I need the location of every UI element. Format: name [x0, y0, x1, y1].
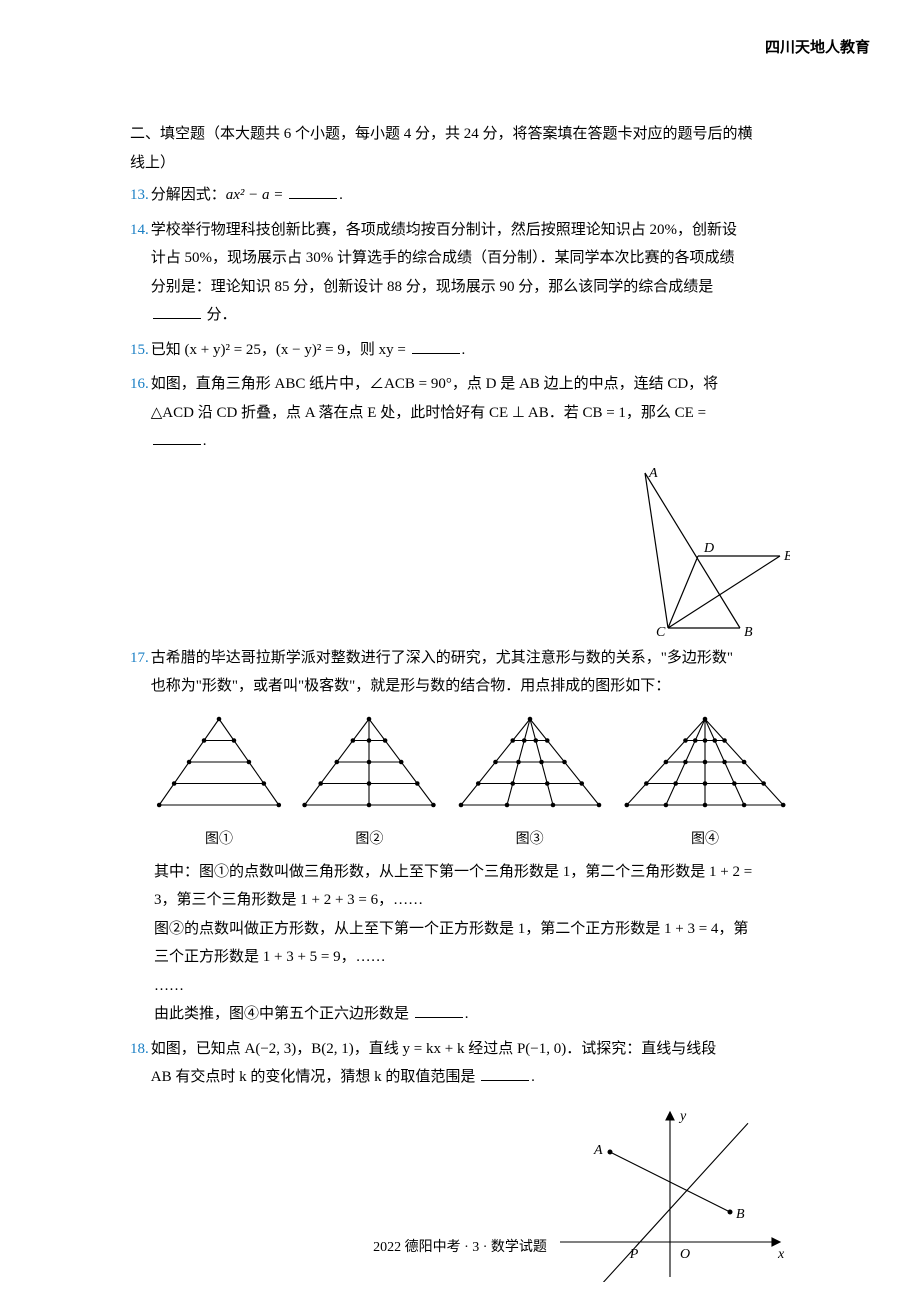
q15-blank[interactable] [412, 338, 460, 354]
q17-body-2: 3，第三个三角形数是 1 + 2 + 3 = 6，…… [154, 892, 423, 908]
q17-body-3: 图②的点数叫做正方形数，从上至下第一个正方形数是 1，第二个正方形数是 1 + … [154, 921, 748, 937]
q16-blank[interactable] [153, 429, 201, 445]
svg-text:B: B [744, 625, 753, 638]
q17-body-6b: . [465, 1006, 469, 1022]
q17-body-1: 其中：图①的点数叫做三角形数，从上至下第一个三角形数是 1，第二个三角形数是 1… [154, 864, 752, 880]
question-13: 13. 分解因式：ax² − a = . [130, 181, 790, 210]
q13-blank[interactable] [289, 183, 337, 199]
svg-text:A: A [593, 1143, 603, 1158]
q17-body-4: 三个正方形数是 1 + 3 + 5 = 9，…… [154, 949, 386, 965]
q17-fig3-col: 图③ [455, 713, 605, 854]
q17-line1: 古希腊的毕达哥拉斯学派对整数进行了深入的研究，尤其注意形与数的关系，"多边形数" [151, 650, 733, 666]
q17-fig1-label: 图① [154, 827, 284, 854]
q18-line2b: . [531, 1069, 535, 1085]
svg-text:B: B [736, 1207, 745, 1222]
q13-period: . [339, 187, 343, 203]
q17-body-6a: 由此类推，图④中第五个正六边形数是 [154, 1006, 409, 1022]
q13-number: 13. [130, 181, 149, 210]
q17-fig4-label: 图④ [620, 827, 790, 854]
q17-line2: 也称为"形数"，或者叫"极客数"，就是形与数的结合物．用点排成的图形如下： [151, 678, 671, 694]
section-ii-title: 二、填空题（本大题共 6 个小题，每小题 4 分，共 24 分，将答案填在答题卡… [130, 120, 790, 177]
svg-text:A: A [648, 468, 658, 481]
question-16: 16. 如图，直角三角形 ABC 纸片中，∠ACB = 90°，点 D 是 AB… [130, 370, 790, 456]
svg-text:y: y [678, 1109, 687, 1124]
svg-text:E: E [783, 549, 790, 564]
q17-body: 其中：图①的点数叫做三角形数，从上至下第一个三角形数是 1，第二个三角形数是 1… [154, 858, 790, 1029]
q18-number: 18. [130, 1035, 149, 1092]
figure-poly-4 [620, 713, 790, 813]
q18-text: 如图，已知点 A(−2, 3)，B(2, 1)，直线 y = kx + k 经过… [151, 1035, 790, 1092]
q13-text: 分解因式：ax² − a = . [151, 181, 790, 210]
q14-line2: 计占 50%，现场展示占 30% 计算选手的综合成绩（百分制）．某同学本次比赛的… [151, 250, 735, 266]
figure-poly-3 [455, 713, 605, 813]
q18-blank[interactable] [481, 1065, 529, 1081]
question-17: 17. 古希腊的毕达哥拉斯学派对整数进行了深入的研究，尤其注意形与数的关系，"多… [130, 644, 790, 701]
q15-text-a: 已知 (x + y)² = 25，(x − y)² = 9，则 xy = [151, 342, 406, 358]
q15-text: 已知 (x + y)² = 25，(x − y)² = 9，则 xy = . [151, 336, 790, 365]
q14-line3: 分别是：理论知识 85 分，创新设计 88 分，现场展示 90 分，那么该同学的… [151, 279, 714, 295]
page-content: 二、填空题（本大题共 6 个小题，每小题 4 分，共 24 分，将答案填在答题卡… [130, 120, 790, 1282]
figure-poly-2 [299, 713, 439, 813]
q16-period: . [203, 433, 207, 449]
q17-blank[interactable] [415, 1002, 463, 1018]
q14-suffix: 分． [207, 307, 237, 323]
q17-fig2-label: 图② [299, 827, 439, 854]
q17-number: 17. [130, 644, 149, 701]
q17-intro: 古希腊的毕达哥拉斯学派对整数进行了深入的研究，尤其注意形与数的关系，"多边形数"… [151, 644, 790, 701]
q14-number: 14. [130, 216, 149, 330]
q14-text: 学校举行物理科技创新比赛，各项成绩均按百分制计，然后按照理论知识占 20%，创新… [151, 216, 790, 330]
svg-text:C: C [656, 625, 666, 638]
q17-fig3-label: 图③ [455, 827, 605, 854]
q15-period: . [462, 342, 466, 358]
q18-line2a: AB 有交点时 k 的变化情况，猜想 k 的取值范围是 [151, 1069, 476, 1085]
section-title-line2: 线上） [130, 155, 175, 171]
q17-body-5: …… [154, 978, 184, 994]
section-title-line1: 二、填空题（本大题共 6 个小题，每小题 4 分，共 24 分，将答案填在答题卡… [130, 126, 753, 142]
question-15: 15. 已知 (x + y)² = 25，(x − y)² = 9，则 xy =… [130, 336, 790, 365]
q17-fig4-col: 图④ [620, 713, 790, 854]
figure-poly-1 [154, 713, 284, 813]
q16-number: 16. [130, 370, 149, 456]
q15-number: 15. [130, 336, 149, 365]
q17-fig1-col: 图① [154, 713, 284, 854]
q17-fig2-col: 图② [299, 713, 439, 854]
page-footer: 2022 德阳中考 · 3 · 数学试题 [0, 1236, 920, 1256]
figure-q16: A B C D E [630, 468, 790, 638]
q13-text-a: 分解因式： [151, 187, 226, 203]
q16-line2: △ACD 沿 CD 折叠，点 A 落在点 E 处，此时恰好有 CE ⊥ AB．若… [151, 405, 706, 421]
q17-figures-row: 图① 图② 图③ 图④ [154, 713, 790, 854]
question-18: 18. 如图，已知点 A(−2, 3)，B(2, 1)，直线 y = kx + … [130, 1035, 790, 1092]
svg-text:D: D [703, 541, 714, 556]
header-brand: 四川天地人教育 [765, 36, 870, 57]
q13-expr: ax² − a = [226, 187, 284, 203]
q16-line1: 如图，直角三角形 ABC 纸片中，∠ACB = 90°，点 D 是 AB 边上的… [151, 376, 718, 392]
q14-blank[interactable] [153, 303, 201, 319]
question-14: 14. 学校举行物理科技创新比赛，各项成绩均按百分制计，然后按照理论知识占 20… [130, 216, 790, 330]
q18-line1: 如图，已知点 A(−2, 3)，B(2, 1)，直线 y = kx + k 经过… [151, 1041, 717, 1057]
q14-line1: 学校举行物理科技创新比赛，各项成绩均按百分制计，然后按照理论知识占 20%，创新… [151, 222, 737, 238]
q16-text: 如图，直角三角形 ABC 纸片中，∠ACB = 90°，点 D 是 AB 边上的… [151, 370, 790, 456]
